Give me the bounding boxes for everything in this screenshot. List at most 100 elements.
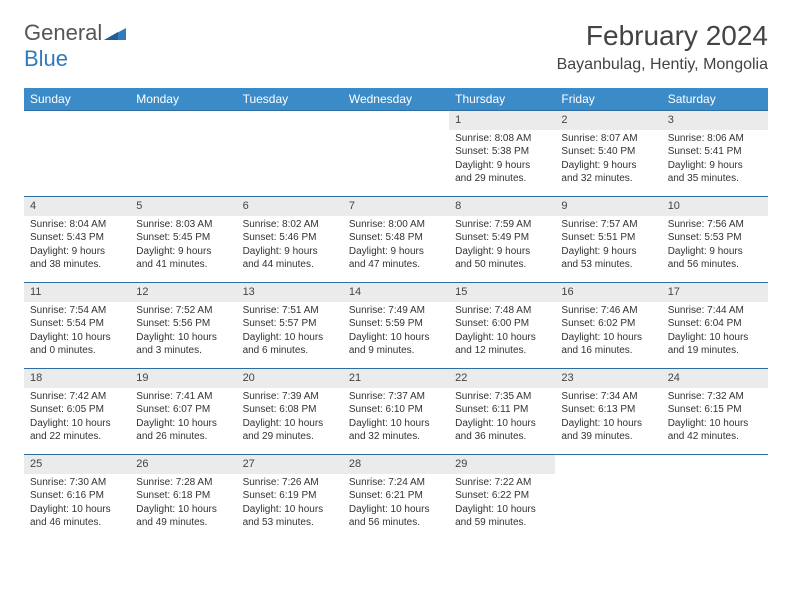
calendar-cell: 10Sunrise: 7:56 AMSunset: 5:53 PMDayligh… (662, 197, 768, 283)
sunset-line: Sunset: 6:02 PM (561, 317, 655, 331)
sunrise-line: Sunrise: 7:28 AM (136, 476, 230, 490)
sunrise-line: Sunrise: 7:56 AM (668, 218, 762, 232)
daylight-line: Daylight: 10 hours and 6 minutes. (243, 331, 337, 358)
day-number: 18 (24, 369, 130, 388)
sunset-line: Sunset: 5:54 PM (30, 317, 124, 331)
calendar-cell: 11Sunrise: 7:54 AMSunset: 5:54 PMDayligh… (24, 283, 130, 369)
calendar-cell: 9Sunrise: 7:57 AMSunset: 5:51 PMDaylight… (555, 197, 661, 283)
day-data: Sunrise: 7:22 AMSunset: 6:22 PMDaylight:… (449, 474, 555, 534)
calendar-cell-empty (555, 455, 661, 541)
day-data: Sunrise: 7:51 AMSunset: 5:57 PMDaylight:… (237, 302, 343, 362)
day-number: 22 (449, 369, 555, 388)
day-data: Sunrise: 7:34 AMSunset: 6:13 PMDaylight:… (555, 388, 661, 448)
sunrise-line: Sunrise: 7:39 AM (243, 390, 337, 404)
calendar-cell: 15Sunrise: 7:48 AMSunset: 6:00 PMDayligh… (449, 283, 555, 369)
day-number: 4 (24, 197, 130, 216)
day-data: Sunrise: 8:07 AMSunset: 5:40 PMDaylight:… (555, 130, 661, 190)
sunrise-line: Sunrise: 8:02 AM (243, 218, 337, 232)
calendar-cell: 2Sunrise: 8:07 AMSunset: 5:40 PMDaylight… (555, 111, 661, 197)
daylight-line: Daylight: 10 hours and 16 minutes. (561, 331, 655, 358)
weekday-header: Wednesday (343, 88, 449, 111)
sunset-line: Sunset: 5:45 PM (136, 231, 230, 245)
sunrise-line: Sunrise: 7:24 AM (349, 476, 443, 490)
sunrise-line: Sunrise: 7:44 AM (668, 304, 762, 318)
sunrise-line: Sunrise: 8:03 AM (136, 218, 230, 232)
day-number: 2 (555, 111, 661, 130)
day-number: 13 (237, 283, 343, 302)
sunrise-line: Sunrise: 7:34 AM (561, 390, 655, 404)
weekday-header: Friday (555, 88, 661, 111)
sunrise-line: Sunrise: 8:06 AM (668, 132, 762, 146)
calendar-cell: 27Sunrise: 7:26 AMSunset: 6:19 PMDayligh… (237, 455, 343, 541)
calendar-cell-empty (237, 111, 343, 197)
sunset-line: Sunset: 5:51 PM (561, 231, 655, 245)
daylight-line: Daylight: 10 hours and 19 minutes. (668, 331, 762, 358)
daylight-line: Daylight: 10 hours and 53 minutes. (243, 503, 337, 530)
day-number: 28 (343, 455, 449, 474)
sunset-line: Sunset: 6:18 PM (136, 489, 230, 503)
calendar-cell-empty (130, 111, 236, 197)
title-block: February 2024 Bayanbulag, Hentiy, Mongol… (557, 20, 768, 74)
sunset-line: Sunset: 6:04 PM (668, 317, 762, 331)
day-number: 10 (662, 197, 768, 216)
daylight-line: Daylight: 10 hours and 49 minutes. (136, 503, 230, 530)
sunset-line: Sunset: 6:15 PM (668, 403, 762, 417)
day-data: Sunrise: 7:39 AMSunset: 6:08 PMDaylight:… (237, 388, 343, 448)
sunset-line: Sunset: 6:05 PM (30, 403, 124, 417)
sunrise-line: Sunrise: 7:37 AM (349, 390, 443, 404)
weekday-header: Tuesday (237, 88, 343, 111)
weekday-header-row: SundayMondayTuesdayWednesdayThursdayFrid… (24, 88, 768, 111)
day-data: Sunrise: 8:02 AMSunset: 5:46 PMDaylight:… (237, 216, 343, 276)
sunrise-line: Sunrise: 7:41 AM (136, 390, 230, 404)
calendar-cell: 25Sunrise: 7:30 AMSunset: 6:16 PMDayligh… (24, 455, 130, 541)
day-number: 23 (555, 369, 661, 388)
daylight-line: Daylight: 10 hours and 59 minutes. (455, 503, 549, 530)
calendar-cell: 29Sunrise: 7:22 AMSunset: 6:22 PMDayligh… (449, 455, 555, 541)
daylight-line: Daylight: 9 hours and 35 minutes. (668, 159, 762, 186)
day-number: 21 (343, 369, 449, 388)
sunrise-line: Sunrise: 8:00 AM (349, 218, 443, 232)
day-data: Sunrise: 7:46 AMSunset: 6:02 PMDaylight:… (555, 302, 661, 362)
day-number: 16 (555, 283, 661, 302)
day-number: 7 (343, 197, 449, 216)
weekday-header: Monday (130, 88, 236, 111)
daylight-line: Daylight: 9 hours and 29 minutes. (455, 159, 549, 186)
calendar-cell: 5Sunrise: 8:03 AMSunset: 5:45 PMDaylight… (130, 197, 236, 283)
calendar-body: 1Sunrise: 8:08 AMSunset: 5:38 PMDaylight… (24, 111, 768, 541)
day-data: Sunrise: 7:28 AMSunset: 6:18 PMDaylight:… (130, 474, 236, 534)
month-title: February 2024 (557, 20, 768, 52)
day-number: 1 (449, 111, 555, 130)
daylight-line: Daylight: 10 hours and 3 minutes. (136, 331, 230, 358)
sunset-line: Sunset: 6:07 PM (136, 403, 230, 417)
day-data: Sunrise: 8:03 AMSunset: 5:45 PMDaylight:… (130, 216, 236, 276)
sunrise-line: Sunrise: 7:59 AM (455, 218, 549, 232)
sunrise-line: Sunrise: 8:08 AM (455, 132, 549, 146)
calendar-cell: 13Sunrise: 7:51 AMSunset: 5:57 PMDayligh… (237, 283, 343, 369)
calendar-cell: 1Sunrise: 8:08 AMSunset: 5:38 PMDaylight… (449, 111, 555, 197)
day-number: 6 (237, 197, 343, 216)
day-number: 20 (237, 369, 343, 388)
day-data: Sunrise: 7:44 AMSunset: 6:04 PMDaylight:… (662, 302, 768, 362)
daylight-line: Daylight: 10 hours and 42 minutes. (668, 417, 762, 444)
sunset-line: Sunset: 5:41 PM (668, 145, 762, 159)
sunrise-line: Sunrise: 7:51 AM (243, 304, 337, 318)
day-data: Sunrise: 7:26 AMSunset: 6:19 PMDaylight:… (237, 474, 343, 534)
day-data: Sunrise: 7:42 AMSunset: 6:05 PMDaylight:… (24, 388, 130, 448)
calendar-cell-empty (343, 111, 449, 197)
day-data: Sunrise: 8:08 AMSunset: 5:38 PMDaylight:… (449, 130, 555, 190)
weekday-header: Sunday (24, 88, 130, 111)
calendar-row: 11Sunrise: 7:54 AMSunset: 5:54 PMDayligh… (24, 283, 768, 369)
day-data: Sunrise: 7:49 AMSunset: 5:59 PMDaylight:… (343, 302, 449, 362)
calendar-cell: 4Sunrise: 8:04 AMSunset: 5:43 PMDaylight… (24, 197, 130, 283)
calendar-cell: 20Sunrise: 7:39 AMSunset: 6:08 PMDayligh… (237, 369, 343, 455)
day-number: 26 (130, 455, 236, 474)
day-number: 12 (130, 283, 236, 302)
calendar-cell: 12Sunrise: 7:52 AMSunset: 5:56 PMDayligh… (130, 283, 236, 369)
sunrise-line: Sunrise: 7:46 AM (561, 304, 655, 318)
calendar-cell: 24Sunrise: 7:32 AMSunset: 6:15 PMDayligh… (662, 369, 768, 455)
day-data: Sunrise: 7:48 AMSunset: 6:00 PMDaylight:… (449, 302, 555, 362)
day-data: Sunrise: 7:30 AMSunset: 6:16 PMDaylight:… (24, 474, 130, 534)
sunset-line: Sunset: 5:57 PM (243, 317, 337, 331)
day-data: Sunrise: 7:57 AMSunset: 5:51 PMDaylight:… (555, 216, 661, 276)
sunset-line: Sunset: 5:59 PM (349, 317, 443, 331)
